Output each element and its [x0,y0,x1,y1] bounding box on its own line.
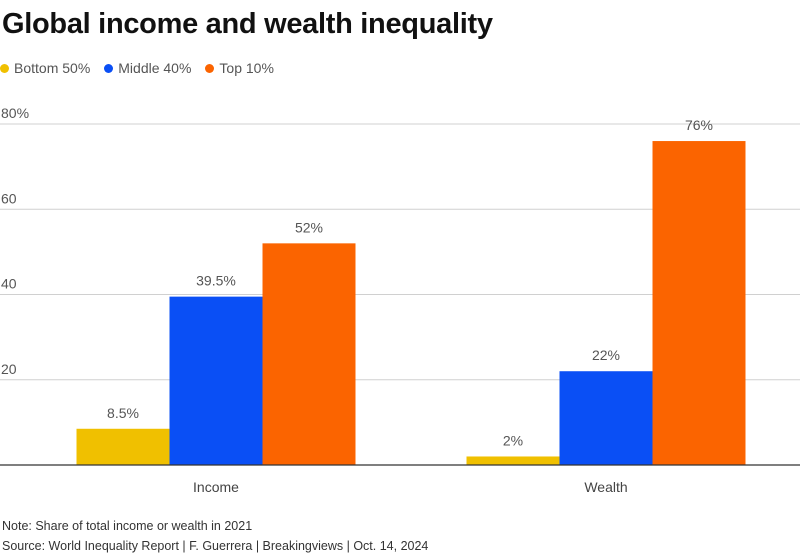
legend-item-top-10: Top 10% [205,60,274,76]
data-label-income-1: 39.5% [196,273,236,289]
bar-income-0 [76,428,170,465]
x-tick-label-wealth: Wealth [584,479,627,495]
y-tick-label-80: 80% [1,105,29,121]
legend-item-middle-40: Middle 40% [104,60,191,76]
data-label-income-2: 52% [295,219,323,235]
bar-wealth-1 [559,371,653,465]
legend-label-middle-40: Middle 40% [118,60,192,76]
bar-income-1 [169,296,263,465]
chart-source: Source: World Inequality Report | F. Gue… [2,539,429,553]
data-label-wealth-1: 22% [592,347,620,363]
bar-chart: 20 40 60 80% 8.5% 39.5% 52% Income 2% 22% 76% Wealt… [0,105,800,495]
data-label-wealth-2: 76% [685,117,713,133]
bar-income-2 [262,243,356,465]
legend-swatch-top-10 [205,63,215,73]
chart-title: Global income and wealth inequality [2,8,493,40]
data-label-wealth-0: 2% [503,432,523,448]
legend-label-bottom-50: Bottom 50% [14,60,91,76]
legend-label-top-10: Top 10% [219,60,274,76]
x-tick-label-income: Income [193,479,239,495]
bar-wealth-2 [652,141,746,466]
chart-note: Note: Share of total income or wealth in… [2,519,253,533]
legend-swatch-bottom-50 [0,63,9,73]
y-tick-label-60: 60 [1,190,17,206]
legend-swatch-middle-40 [104,63,114,73]
legend-item-bottom-50: Bottom 50% [0,60,90,76]
y-tick-label-40: 40 [1,276,17,292]
y-tick-label-20: 20 [1,361,17,377]
legend: Bottom 50% Middle 40% Top 10% [0,60,288,76]
bar-wealth-0 [466,456,560,465]
data-label-income-0: 8.5% [107,405,139,421]
